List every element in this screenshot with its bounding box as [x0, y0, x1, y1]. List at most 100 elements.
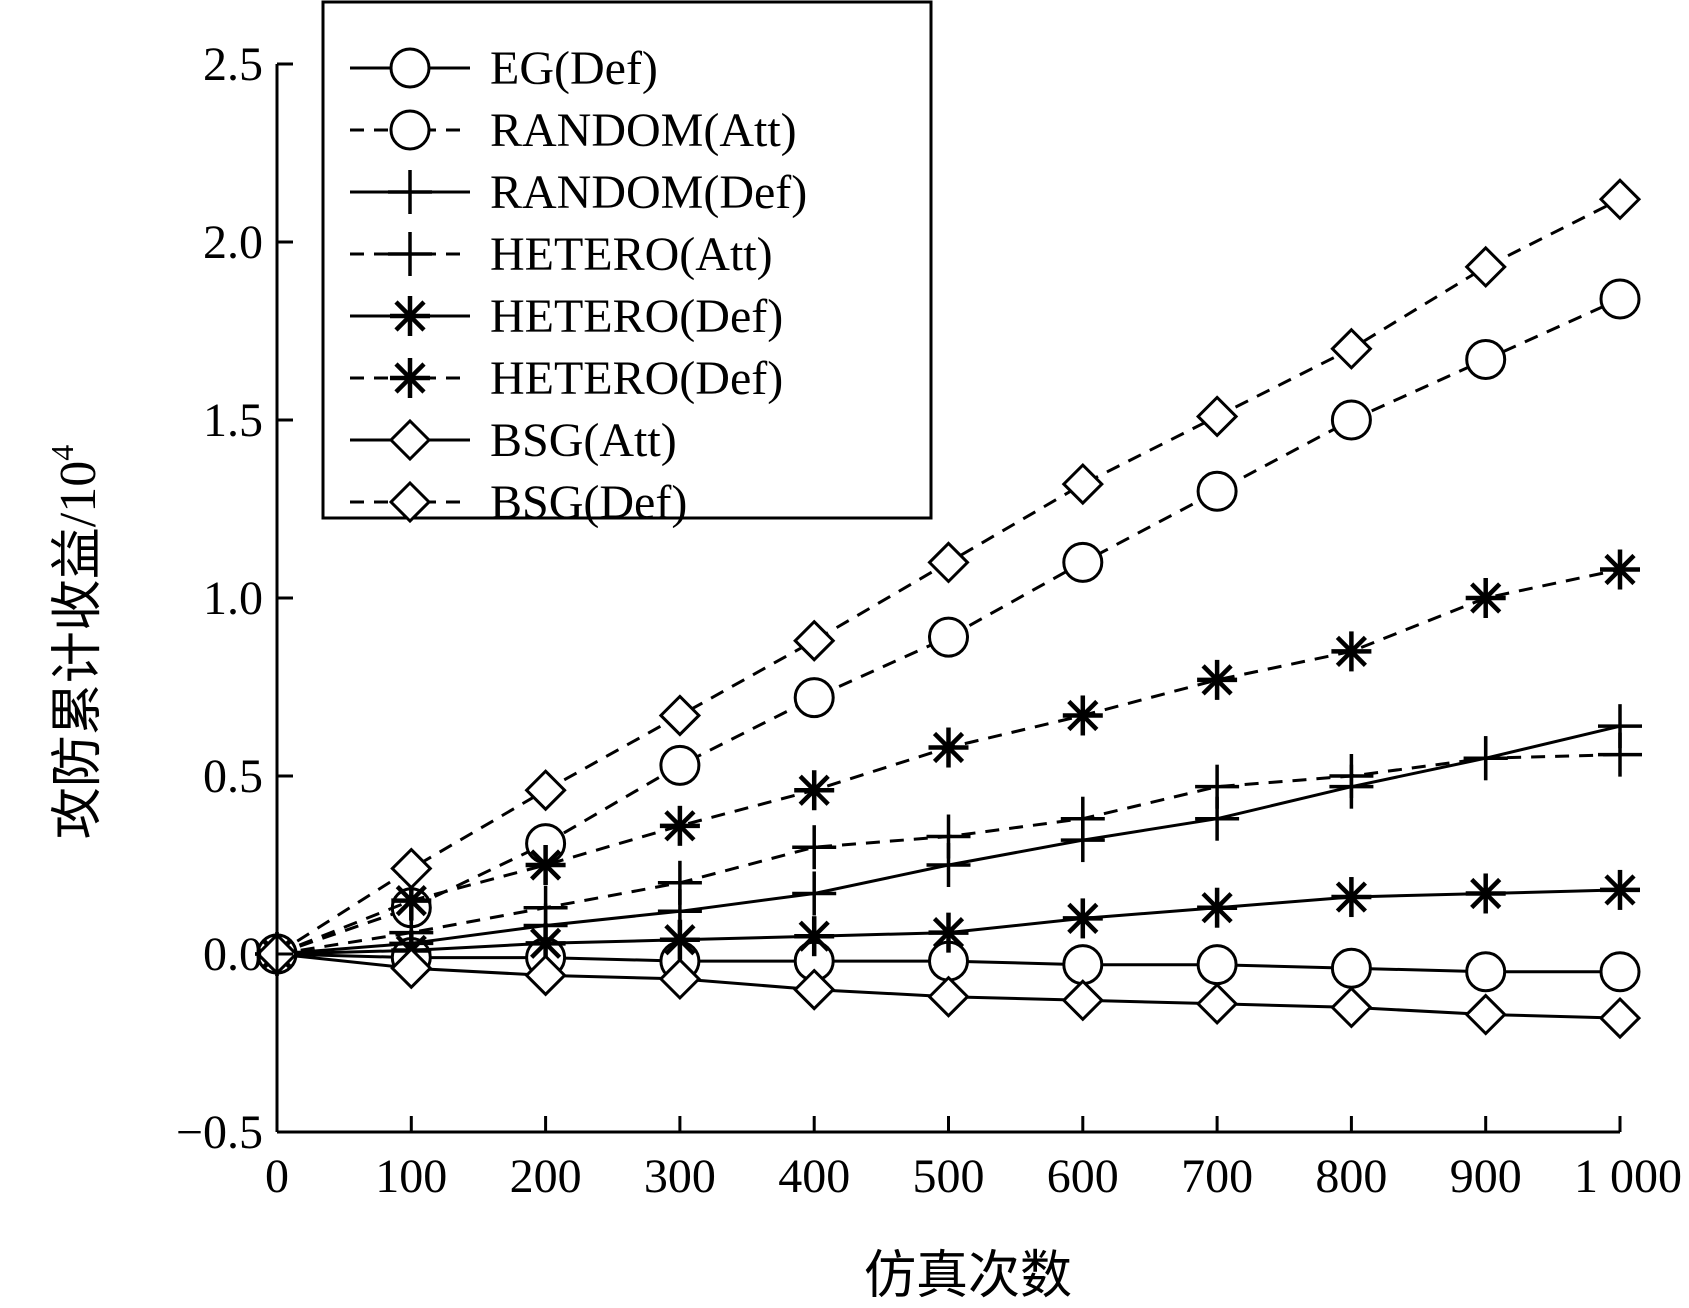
y-axis-title: 攻防累计收益/104 [44, 445, 107, 839]
data-point [1197, 659, 1238, 700]
y-tick-label: −0.5 [176, 1106, 263, 1159]
data-point [1600, 869, 1640, 910]
legend-marker [388, 480, 432, 524]
data-point [1060, 796, 1105, 841]
data-point [525, 845, 566, 885]
legend-label: BSG(Def) [490, 476, 687, 529]
x-tick-label: 200 [510, 1150, 582, 1203]
data-point [1330, 986, 1373, 1029]
data-point [1465, 873, 1506, 914]
data-point [794, 916, 835, 957]
axes: −0.5 0.0 0.5 1.0 1.5 2.0 2.5 0 100 200 300 400 500 60… [176, 38, 1682, 1203]
y-tick-label: 1.0 [203, 572, 263, 625]
data-point [1331, 877, 1372, 918]
x-tick-label: 700 [1181, 1150, 1253, 1203]
data-point [794, 770, 835, 811]
data-point [524, 769, 567, 812]
legend-label: RANDOM(Def) [490, 166, 807, 219]
legend-label: RANDOM(Att) [490, 104, 797, 157]
data-point [524, 954, 567, 997]
legend: EG(Def) RANDOM(Att) RANDOM(Def) HETERO(Att)… [321, 0, 933, 529]
legend-item: EG(Def) [350, 42, 658, 95]
data-point [1464, 993, 1507, 1036]
y-axis-title-superscript: 4 [44, 445, 80, 461]
y-tick-label: 0.0 [203, 928, 263, 981]
data-point [657, 860, 702, 905]
data-point [1464, 245, 1507, 289]
data-point [525, 923, 566, 964]
legend-item: BSG(Def) [350, 476, 687, 529]
legend-marker [388, 232, 432, 276]
data-point [659, 744, 701, 786]
legend-item: RANDOM(Att) [350, 104, 797, 157]
data-point [1195, 764, 1240, 809]
data-point [659, 919, 700, 960]
data-point [1598, 178, 1642, 221]
data-point [793, 619, 836, 662]
data-point [928, 912, 969, 953]
y-tick-label: 1.5 [203, 394, 263, 447]
legend-marker [390, 296, 430, 336]
data-point [928, 727, 969, 768]
x-tick-label: 300 [644, 1150, 716, 1203]
y-tick-label: 0.5 [203, 750, 263, 803]
x-tick-label: 800 [1315, 1150, 1387, 1203]
data-point [1465, 578, 1506, 618]
y-axis-title-main: 攻防累计收益/10 [50, 461, 107, 839]
data-point [1062, 898, 1103, 939]
legend-marker [390, 358, 430, 398]
data-point [1600, 549, 1640, 590]
data-point [1062, 944, 1104, 986]
data-point [1195, 395, 1239, 438]
data-point [658, 957, 702, 1001]
legend-label: EG(Def) [490, 42, 658, 95]
y-tick-label: 2.0 [203, 216, 263, 269]
data-point [1598, 996, 1642, 1040]
series-line [276, 297, 1621, 956]
data-point [1061, 462, 1104, 506]
data-point [1331, 631, 1372, 672]
data-point [1330, 399, 1372, 441]
data-point [1599, 951, 1641, 993]
data-point [1061, 979, 1104, 1022]
x-tick-label: 600 [1047, 1150, 1119, 1203]
data-point [927, 975, 970, 1018]
data-point [793, 677, 835, 719]
x-tick-label: 100 [375, 1150, 447, 1203]
data-point [390, 847, 433, 890]
legend-marker [388, 418, 432, 462]
legend-item: RANDOM(Def) [350, 166, 807, 219]
data-point [1465, 951, 1507, 993]
data-point [1463, 736, 1508, 781]
data-point [1599, 278, 1641, 320]
data-point [1330, 327, 1373, 370]
legend-label: HETERO(Def) [490, 352, 783, 405]
data-point [659, 805, 700, 846]
legend-marker [389, 47, 431, 89]
data-point [1598, 732, 1642, 777]
data-point [1329, 754, 1374, 798]
legend-item: HETERO(Def) [350, 352, 783, 405]
series-hetero-def-dashed [257, 549, 1640, 974]
data-point [792, 871, 837, 916]
legend-item: HETERO(Def) [350, 290, 783, 343]
data-point [928, 616, 969, 658]
legend-label: BSG(Att) [490, 414, 677, 467]
legend-marker [389, 109, 431, 151]
data-point [1465, 338, 1507, 380]
x-tick-label: 0 [265, 1150, 289, 1203]
data-point [1196, 944, 1238, 986]
legend-box [321, 0, 933, 520]
data-point [1062, 541, 1104, 583]
legend-label: HETERO(Att) [490, 228, 773, 281]
series-layer [255, 178, 1642, 1040]
legend-item: HETERO(Att) [350, 228, 773, 281]
data-point [792, 825, 837, 870]
legend-label: HETERO(Def) [490, 290, 783, 343]
data-point [1196, 470, 1238, 512]
data-point [1195, 982, 1239, 1025]
data-point [1197, 887, 1238, 928]
y-tick-label: 2.5 [203, 38, 263, 91]
x-tick-label: 900 [1450, 1150, 1522, 1203]
